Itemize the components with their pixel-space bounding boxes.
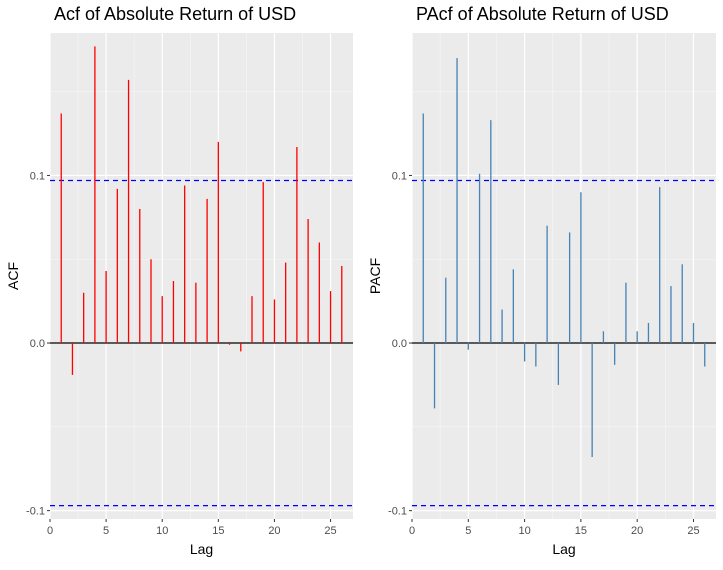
x-axis-title: Lag xyxy=(190,541,213,557)
x-tick-label: 0 xyxy=(409,525,415,537)
y-axis-title: PACF xyxy=(367,258,383,294)
acf-chart: 0 5 10 15 20 25 -0.1 0.0 0.1 Acf of Absolute Retu… xyxy=(5,4,353,557)
x-tick-label: 0 xyxy=(47,525,53,537)
x-tick-label: 5 xyxy=(103,525,109,537)
y-axis-title: ACF xyxy=(5,262,21,290)
y-tick-label: 0.1 xyxy=(392,170,407,182)
x-tick-label: 20 xyxy=(631,525,643,537)
x-tick-label: 10 xyxy=(156,525,168,537)
x-tick-label: 20 xyxy=(268,525,280,537)
y-tick-label: 0.1 xyxy=(30,170,45,182)
y-tick-label: -0.1 xyxy=(388,506,407,518)
x-tick-label: 10 xyxy=(518,525,530,537)
x-tick-label: 15 xyxy=(575,525,587,537)
x-tick-label: 25 xyxy=(324,525,336,537)
y-tick-label: -0.1 xyxy=(26,506,45,518)
pacf-panel: 0 5 10 15 20 25 -0.1 0.0 0.1 PAcf of Absolute Ret… xyxy=(362,0,723,565)
pacf-chart: 0 5 10 15 20 25 -0.1 0.0 0.1 PAcf of Absolute Ret… xyxy=(367,4,716,557)
x-axis-title: Lag xyxy=(552,541,575,557)
x-tick-label: 15 xyxy=(212,525,224,537)
y-tick-label: 0.0 xyxy=(30,338,45,350)
y-tick-label: 0.0 xyxy=(392,338,407,350)
x-tick-label: 5 xyxy=(465,525,471,537)
acf-panel: 0 5 10 15 20 25 -0.1 0.0 0.1 Acf of Absolute Retu… xyxy=(0,0,362,565)
x-tick-label: 25 xyxy=(687,525,699,537)
chart-title: PAcf of Absolute Return of USD xyxy=(416,4,669,24)
chart-title: Acf of Absolute Return of USD xyxy=(54,4,296,24)
